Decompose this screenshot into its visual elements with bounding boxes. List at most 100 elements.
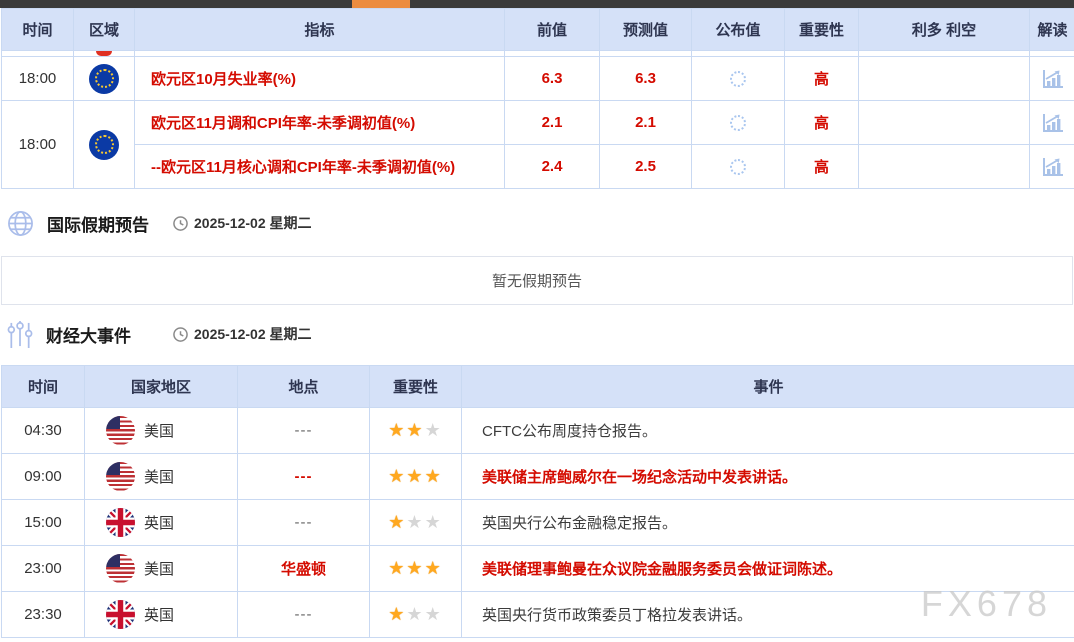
- events-table: 时间 国家地区 地点 重要性 事件 04:30 美国 --- ★★★ CFTC公…: [1, 365, 1074, 638]
- holiday-section-title: 国际假期预告: [47, 215, 149, 235]
- holiday-empty-message: 暂无假期预告: [491, 273, 582, 290]
- event-text[interactable]: 美联储理事鲍曼在众议院金融服务委员会做证词陈述。: [461, 545, 1074, 592]
- holiday-section-header: 国际假期预告 2025-12-02 星期二: [0, 206, 1074, 240]
- country-name: 英国: [144, 515, 175, 532]
- location-value: ---: [294, 514, 313, 531]
- previous-value: 2.4: [504, 144, 600, 189]
- col-header-country: 国家地区: [84, 365, 238, 408]
- importance-stars: ★★★: [369, 545, 462, 592]
- time-cell: 09:00: [1, 453, 85, 500]
- col-header-time: 时间: [1, 365, 85, 408]
- globe-icon: [8, 210, 33, 236]
- us-flag-icon: [106, 462, 135, 491]
- importance-stars: ★★★: [369, 453, 462, 500]
- star-empty-icon: ★: [424, 512, 443, 532]
- importance-value: 高: [784, 56, 859, 101]
- events-section-date: 2025-12-02 星期二: [194, 326, 312, 342]
- star-filled-icon: ★: [424, 466, 443, 486]
- economic-data-table: 时间 区域 指标 前值 预测值 公布值 重要性 利多 利空 解读 18:00 欧…: [1, 8, 1074, 189]
- col-header-time: 时间: [1, 8, 74, 51]
- interpret-chart-icon[interactable]: [1042, 113, 1064, 133]
- event-row: 23:00 美国 华盛顿 ★★★ 美联储理事鲍曼在众议院金融服务委员会做证词陈述…: [1, 545, 1074, 592]
- event-row: 23:30 英国 --- ★★★: [1, 591, 1074, 638]
- col-header-importance: 重要性: [784, 8, 859, 51]
- event-row: 04:30 美国 --- ★★★ CFTC公布周度持仓报告。: [1, 407, 1074, 454]
- col-header-interpret: 解读: [1029, 8, 1074, 51]
- bull-bear-cell: [858, 144, 1030, 189]
- star-filled-icon: ★: [388, 558, 407, 578]
- table-row: 18:00 欧元区10月失业率(%) 6.3 6.3 高: [1, 56, 1074, 101]
- eu-flag-icon: [89, 63, 119, 94]
- us-flag-icon: [106, 416, 135, 445]
- star-filled-icon: ★: [406, 558, 425, 578]
- importance-stars: ★★★: [369, 591, 462, 638]
- events-section-title: 财经大事件: [46, 326, 131, 346]
- eu-flag-icon: [89, 129, 119, 160]
- time-cell: 23:30: [1, 591, 85, 638]
- importance-value: 高: [784, 144, 859, 189]
- time-cell: 23:00: [1, 545, 85, 592]
- star-filled-icon: ★: [406, 466, 425, 486]
- event-text[interactable]: 英国央行公布金融稳定报告。: [461, 499, 1074, 546]
- star-filled-icon: ★: [388, 466, 407, 486]
- event-text[interactable]: 英国央行货币政策委员丁格拉发表讲话。: [461, 591, 1074, 638]
- location-value: 华盛顿: [280, 561, 326, 578]
- col-header-location: 地点: [237, 365, 370, 408]
- country-name: 美国: [144, 561, 175, 578]
- location-value: ---: [294, 606, 313, 623]
- loading-spinner-icon: [730, 114, 746, 131]
- country-name: 英国: [144, 607, 175, 624]
- time-cell: 15:00: [1, 499, 85, 546]
- us-flag-icon: [106, 554, 135, 583]
- forecast-value: 6.3: [599, 56, 692, 101]
- partial-flag-red-arc: [96, 51, 112, 56]
- star-empty-icon: ★: [406, 604, 425, 624]
- loading-spinner-icon: [730, 70, 746, 87]
- uk-flag-icon: [106, 508, 135, 537]
- forecast-value: 2.5: [599, 144, 692, 189]
- indicator-link[interactable]: 欧元区10月失业率(%): [134, 56, 505, 101]
- country-name: 美国: [144, 469, 175, 486]
- event-text[interactable]: CFTC公布周度持仓报告。: [461, 407, 1074, 454]
- clock-icon: [173, 326, 188, 342]
- importance-stars: ★★★: [369, 499, 462, 546]
- event-row: 15:00 英国 ---: [1, 499, 1074, 546]
- time-cell: 18:00: [1, 100, 74, 189]
- table-row: --欧元区11月核心调和CPI年率-未季调初值(%) 2.4 2.5 高: [2, 144, 1074, 189]
- col-header-region: 区域: [73, 8, 135, 51]
- interpret-chart-icon[interactable]: [1042, 69, 1064, 89]
- uk-flag-icon: [106, 600, 135, 629]
- location-value: ---: [294, 422, 313, 439]
- star-filled-icon: ★: [406, 420, 425, 440]
- forecast-value: 2.1: [599, 100, 692, 145]
- event-text[interactable]: 美联储主席鲍威尔在一场纪念活动中发表讲话。: [461, 453, 1074, 500]
- previous-value: 6.3: [504, 56, 600, 101]
- scrollbar-thumb[interactable]: [352, 0, 410, 8]
- holiday-empty-box: 暂无假期预告: [1, 256, 1073, 305]
- loading-spinner-icon: [730, 158, 746, 175]
- table-header-row: 时间 国家地区 地点 重要性 事件: [1, 365, 1074, 408]
- interpret-chart-icon[interactable]: [1042, 157, 1064, 177]
- col-header-bull-bear: 利多 利空: [858, 8, 1030, 51]
- previous-value: 2.1: [504, 100, 600, 145]
- star-filled-icon: ★: [388, 420, 407, 440]
- events-section-header: 财经大事件 2025-12-02 星期二: [0, 317, 1074, 351]
- event-row: 09:00 美国 --- ★★★ 美联储主席鲍威尔在一场纪念活动中发表讲话。: [1, 453, 1074, 500]
- col-header-event: 事件: [461, 365, 1074, 408]
- col-header-importance: 重要性: [369, 365, 462, 408]
- table-header-row: 时间 区域 指标 前值 预测值 公布值 重要性 利多 利空 解读: [1, 8, 1074, 51]
- sliders-icon: [7, 320, 33, 348]
- horizontal-scrollbar[interactable]: [0, 0, 1074, 8]
- star-empty-icon: ★: [406, 512, 425, 532]
- time-cell: 04:30: [1, 407, 85, 454]
- indicator-link[interactable]: --欧元区11月核心调和CPI年率-未季调初值(%): [134, 144, 505, 189]
- holiday-section-date: 2025-12-02 星期二: [194, 215, 312, 231]
- time-cell: 18:00: [1, 56, 74, 101]
- table-row: 18:00 欧元区11月调和CPI年率-未季调初值(%) 2.1 2.1 高: [1, 100, 1074, 189]
- location-value: ---: [294, 468, 313, 485]
- col-header-previous: 前值: [504, 8, 600, 51]
- indicator-link[interactable]: 欧元区11月调和CPI年率-未季调初值(%): [134, 100, 505, 145]
- col-header-indicator: 指标: [134, 8, 505, 51]
- star-filled-icon: ★: [388, 604, 407, 624]
